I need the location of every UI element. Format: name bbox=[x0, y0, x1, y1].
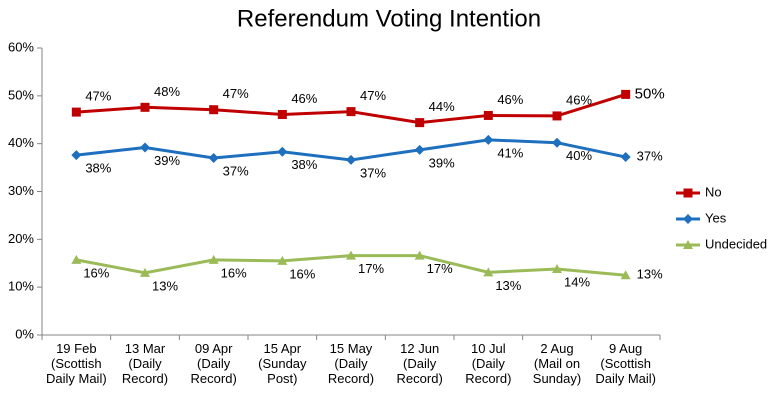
data-label: 39% bbox=[429, 155, 455, 170]
x-tick-label: 2 Aug (Mail on Sunday) bbox=[533, 341, 581, 386]
x-tick-label: 12 Jun (Daily Record) bbox=[397, 341, 443, 386]
data-label: 41% bbox=[497, 145, 523, 160]
chart-title: Referendum Voting Intention bbox=[237, 5, 541, 32]
data-label: 16% bbox=[221, 265, 247, 280]
marker bbox=[483, 134, 494, 145]
data-label: 13% bbox=[152, 278, 178, 293]
marker bbox=[483, 267, 494, 277]
data-label: 47% bbox=[360, 88, 386, 103]
data-label: 48% bbox=[154, 84, 180, 99]
marker bbox=[208, 254, 219, 264]
data-label: 46% bbox=[291, 91, 317, 106]
x-tick-label: 13 Mar (Daily Record) bbox=[122, 341, 168, 386]
marker bbox=[71, 150, 82, 161]
y-tick-label: 20% bbox=[8, 231, 34, 246]
x-tick-label: 19 Feb (Scottish Daily Mail) bbox=[46, 341, 107, 386]
marker bbox=[621, 89, 631, 99]
legend-label: Undecided bbox=[705, 236, 767, 251]
y-tick-label: 50% bbox=[8, 87, 34, 102]
data-label: 38% bbox=[85, 161, 111, 176]
y-tick-label: 40% bbox=[8, 135, 34, 150]
marker bbox=[277, 146, 288, 157]
marker bbox=[683, 240, 693, 249]
x-tick-label: 10 Jul (Daily Record) bbox=[465, 341, 511, 386]
data-label: 44% bbox=[429, 99, 455, 114]
data-label: 16% bbox=[83, 265, 109, 280]
data-label: 37% bbox=[637, 148, 663, 163]
data-label: 46% bbox=[497, 92, 523, 107]
marker bbox=[415, 118, 425, 128]
marker bbox=[552, 263, 562, 273]
y-tick-label: 10% bbox=[8, 279, 34, 294]
data-label: 37% bbox=[360, 165, 386, 180]
marker bbox=[277, 109, 287, 119]
data-label: 17% bbox=[427, 261, 453, 276]
marker bbox=[414, 144, 425, 155]
data-label: 13% bbox=[495, 278, 521, 293]
x-tick-label: 09 Apr (Daily Record) bbox=[191, 341, 237, 386]
x-tick-label: 15 May (Daily Record) bbox=[328, 341, 374, 386]
data-label: 50% bbox=[635, 85, 665, 102]
marker bbox=[683, 214, 693, 224]
marker bbox=[71, 107, 81, 117]
data-label: 17% bbox=[358, 261, 384, 276]
marker bbox=[346, 107, 356, 117]
y-tick-label: 30% bbox=[8, 183, 34, 198]
data-label: 46% bbox=[566, 92, 592, 107]
data-label: 37% bbox=[223, 163, 249, 178]
data-label: 16% bbox=[289, 266, 315, 281]
marker bbox=[277, 255, 288, 265]
marker bbox=[140, 102, 150, 112]
data-label: 13% bbox=[637, 267, 663, 282]
marker bbox=[683, 188, 693, 198]
marker bbox=[140, 267, 150, 277]
x-tick-label: 9 Aug (Scottish Daily Mail) bbox=[595, 341, 656, 386]
data-label: 47% bbox=[85, 89, 111, 104]
data-label: 39% bbox=[154, 153, 180, 168]
marker bbox=[620, 270, 631, 280]
marker bbox=[620, 152, 631, 163]
marker bbox=[346, 250, 356, 260]
marker bbox=[483, 110, 493, 120]
legend-label: Yes bbox=[705, 210, 727, 225]
marker bbox=[140, 142, 150, 153]
data-label: 14% bbox=[564, 274, 590, 289]
x-tick-label: 15 Apr (Sunday Post) bbox=[258, 341, 307, 386]
data-label: 38% bbox=[291, 157, 317, 172]
y-tick-label: 60% bbox=[8, 39, 34, 54]
marker bbox=[71, 254, 82, 264]
marker bbox=[552, 137, 562, 148]
marker bbox=[414, 250, 425, 260]
y-tick-label: 0% bbox=[15, 326, 34, 341]
marker bbox=[208, 153, 219, 164]
marker bbox=[209, 105, 219, 115]
legend-label: No bbox=[705, 184, 722, 199]
data-label: 47% bbox=[223, 86, 249, 101]
marker bbox=[346, 154, 356, 165]
data-label: 40% bbox=[566, 148, 592, 163]
marker bbox=[552, 111, 562, 121]
